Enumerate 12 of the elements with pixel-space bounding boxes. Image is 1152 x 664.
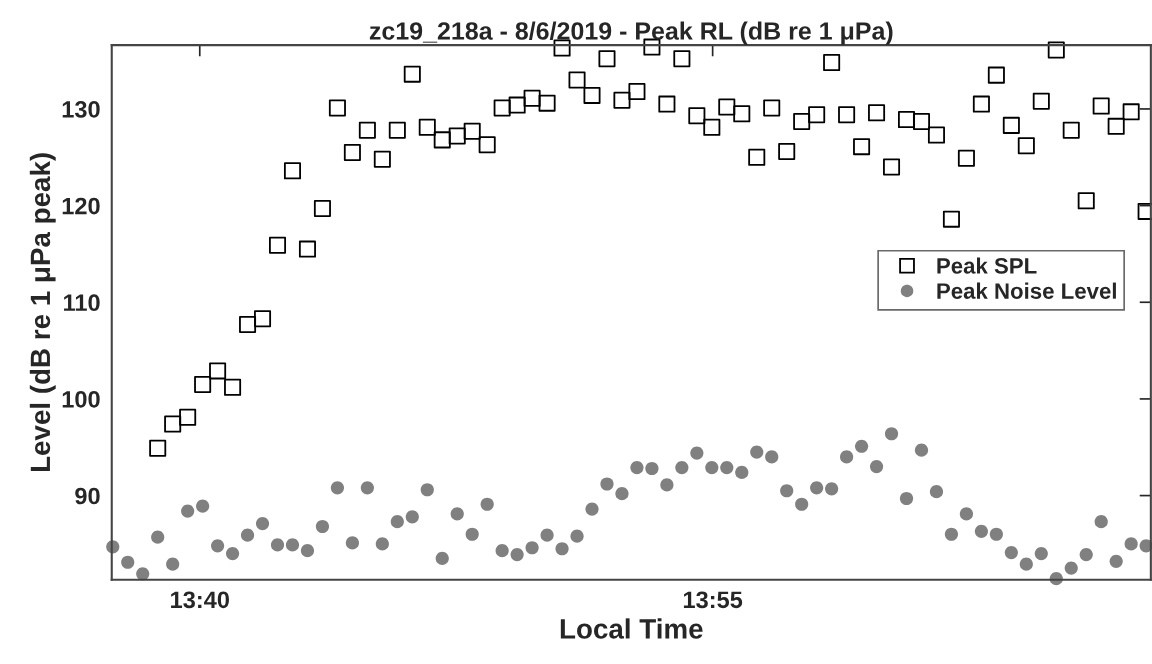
y-tick-label: 100: [62, 390, 100, 408]
legend-label: Peak SPL: [937, 257, 1037, 274]
x-tick-label: 13:40: [171, 591, 229, 609]
x-tick-label: 13:55: [683, 591, 743, 609]
y-tick-label: 130: [62, 101, 100, 118]
x-axis-title: Local Time: [560, 618, 703, 639]
chart-title: zc19_218a - 8/6/2019 - Peak RL (dB re 1 μPa): [369, 21, 893, 45]
y-tick-label: 120: [62, 197, 100, 215]
y-tick-label: 90: [75, 487, 100, 505]
legend-label: Peak Noise Level: [937, 282, 1116, 299]
y-axis-title: Level (dB re 1 μPa peak): [29, 153, 56, 472]
y-tick-label: 110: [64, 294, 100, 312]
